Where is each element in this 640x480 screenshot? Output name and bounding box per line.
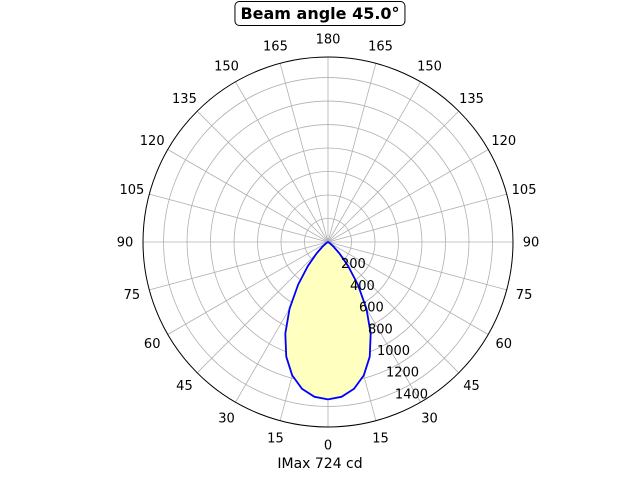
polar-frame — [142, 56, 514, 428]
angle-tick-label: 60 — [144, 337, 161, 352]
intensity-fill — [285, 242, 371, 400]
angular-gridline — [327, 241, 460, 374]
radial-tick-label: 1400 — [395, 387, 428, 402]
label-layer: 0 15 30 45 60 75 90 105 120 135 150 165 180 165 150 135… — [117, 33, 540, 454]
angular-gridline — [196, 241, 329, 374]
angle-tick-label: 120 — [491, 134, 516, 149]
angle-tick-label: 30 — [218, 411, 235, 426]
angle-tick-label: 15 — [372, 432, 389, 447]
angle-tick-label: 75 — [124, 288, 141, 303]
angular-gridline — [327, 241, 489, 335]
angle-tick-label: 30 — [421, 411, 438, 426]
angular-gridline — [327, 63, 377, 243]
angular-gridline — [149, 241, 329, 291]
angle-tick-label: 135 — [459, 92, 484, 107]
angular-gridline — [167, 149, 329, 243]
x-axis-label: IMax 724 cd — [277, 456, 363, 472]
curve-layer — [284, 241, 372, 401]
angle-tick-label: 75 — [516, 288, 533, 303]
angle-tick-label: 90 — [523, 236, 540, 251]
angle-tick-label: 15 — [267, 432, 284, 447]
angle-tick-label: 150 — [214, 60, 239, 75]
chart-title: Beam angle 45.0° — [234, 1, 406, 26]
angle-tick-label: 180 — [316, 33, 341, 48]
angle-tick-label: 165 — [263, 39, 288, 54]
angle-tick-label: 0 — [324, 439, 332, 454]
angle-tick-label: 90 — [117, 236, 134, 251]
radial-tick-label: 1000 — [377, 344, 410, 359]
angle-tick-label: 45 — [176, 379, 193, 394]
radial-tick-label: 200 — [341, 257, 366, 272]
angle-tick-label: 135 — [172, 92, 197, 107]
angle-tick-label: 165 — [368, 39, 393, 54]
angular-gridline — [196, 110, 329, 243]
angular-gridline — [327, 193, 507, 243]
angular-gridline — [235, 81, 329, 243]
angular-gridline — [327, 149, 489, 243]
angle-tick-label: 150 — [417, 60, 442, 75]
angular-gridline — [167, 241, 329, 335]
angular-gridline — [149, 193, 329, 243]
radial-tick-label: 800 — [368, 322, 393, 337]
angle-tick-label: 45 — [463, 379, 480, 394]
angle-tick-label: 105 — [512, 183, 537, 198]
angular-gridline — [327, 241, 507, 291]
radial-tick-label: 1200 — [386, 366, 419, 381]
radial-tick-label: 400 — [350, 279, 375, 294]
angular-gridline — [279, 63, 329, 243]
radial-tick-label: 600 — [359, 301, 384, 316]
angle-tick-label: 60 — [496, 337, 513, 352]
intensity-curve — [284, 241, 372, 401]
angle-tick-label: 120 — [140, 134, 165, 149]
angular-gridline — [327, 110, 460, 243]
angle-tick-label: 105 — [120, 183, 145, 198]
angular-gridline — [327, 81, 421, 243]
